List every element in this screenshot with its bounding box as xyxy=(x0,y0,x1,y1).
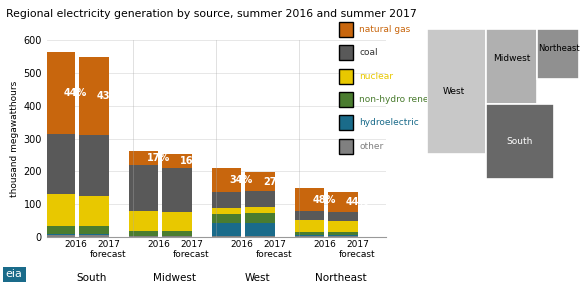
Bar xyxy=(245,236,274,237)
Bar xyxy=(245,207,274,213)
Text: eia: eia xyxy=(6,269,23,279)
Bar xyxy=(46,134,75,194)
Bar xyxy=(79,235,109,237)
Text: 44%: 44% xyxy=(64,88,87,98)
Bar xyxy=(162,236,191,237)
Bar xyxy=(212,208,242,214)
Bar xyxy=(46,194,75,225)
Text: Midwest: Midwest xyxy=(153,273,197,283)
Text: 44%: 44% xyxy=(346,197,369,207)
Bar xyxy=(129,151,159,165)
Polygon shape xyxy=(537,29,579,79)
Bar xyxy=(245,223,274,236)
Bar xyxy=(328,192,357,212)
Bar xyxy=(295,220,324,232)
FancyBboxPatch shape xyxy=(339,69,353,84)
Bar xyxy=(79,196,109,225)
Bar xyxy=(245,191,274,207)
Bar xyxy=(328,232,357,235)
Polygon shape xyxy=(486,29,537,104)
FancyBboxPatch shape xyxy=(339,22,353,37)
Bar xyxy=(162,212,191,231)
Text: other: other xyxy=(359,142,383,151)
Text: 27%: 27% xyxy=(263,177,286,187)
Text: 16%: 16% xyxy=(180,156,203,166)
FancyBboxPatch shape xyxy=(339,115,353,130)
Bar xyxy=(212,214,242,223)
Text: Northeast: Northeast xyxy=(315,273,367,283)
Text: Regional electricity generation by source, summer 2016 and summer 2017: Regional electricity generation by sourc… xyxy=(6,9,417,19)
Bar xyxy=(162,154,191,168)
Bar xyxy=(328,235,357,236)
Bar xyxy=(212,168,242,192)
Bar xyxy=(295,235,324,236)
Text: South: South xyxy=(77,273,107,283)
Bar xyxy=(328,212,357,221)
Bar xyxy=(162,231,191,236)
Bar xyxy=(295,232,324,235)
Polygon shape xyxy=(486,104,554,179)
Text: 17%: 17% xyxy=(147,153,170,163)
Bar xyxy=(79,225,109,234)
Bar xyxy=(212,192,242,208)
Bar xyxy=(129,236,159,237)
Bar xyxy=(212,223,242,236)
Polygon shape xyxy=(427,29,486,154)
Text: 34%: 34% xyxy=(230,175,253,185)
FancyBboxPatch shape xyxy=(339,139,353,154)
Text: hydroelectric: hydroelectric xyxy=(359,118,419,127)
Text: Northeast: Northeast xyxy=(538,45,580,53)
Text: natural gas: natural gas xyxy=(359,25,411,34)
Bar xyxy=(295,188,324,212)
Bar xyxy=(295,236,324,237)
Bar xyxy=(129,211,159,231)
Bar xyxy=(295,212,324,220)
FancyBboxPatch shape xyxy=(339,45,353,60)
Bar xyxy=(129,165,159,211)
Bar xyxy=(328,221,357,232)
Bar xyxy=(162,168,191,212)
Text: South: South xyxy=(507,137,533,146)
FancyBboxPatch shape xyxy=(339,92,353,107)
Text: 43%: 43% xyxy=(97,91,120,101)
Bar xyxy=(46,234,75,235)
Bar xyxy=(79,58,109,136)
Bar xyxy=(328,236,357,237)
Bar xyxy=(46,52,75,134)
Text: Midwest: Midwest xyxy=(493,54,530,64)
Bar xyxy=(79,234,109,235)
Text: 48%: 48% xyxy=(312,194,336,205)
Text: nuclear: nuclear xyxy=(359,72,393,81)
Text: West: West xyxy=(245,273,271,283)
Bar xyxy=(245,213,274,223)
Bar xyxy=(79,136,109,196)
Bar xyxy=(46,235,75,237)
Y-axis label: thousand megawatthours: thousand megawatthours xyxy=(11,81,19,197)
Bar xyxy=(245,173,274,191)
Text: coal: coal xyxy=(359,49,378,58)
Text: West: West xyxy=(443,87,465,96)
Bar xyxy=(46,225,75,234)
Bar xyxy=(129,231,159,236)
Text: non-hydro renewables: non-hydro renewables xyxy=(359,95,460,104)
Bar xyxy=(212,236,242,237)
